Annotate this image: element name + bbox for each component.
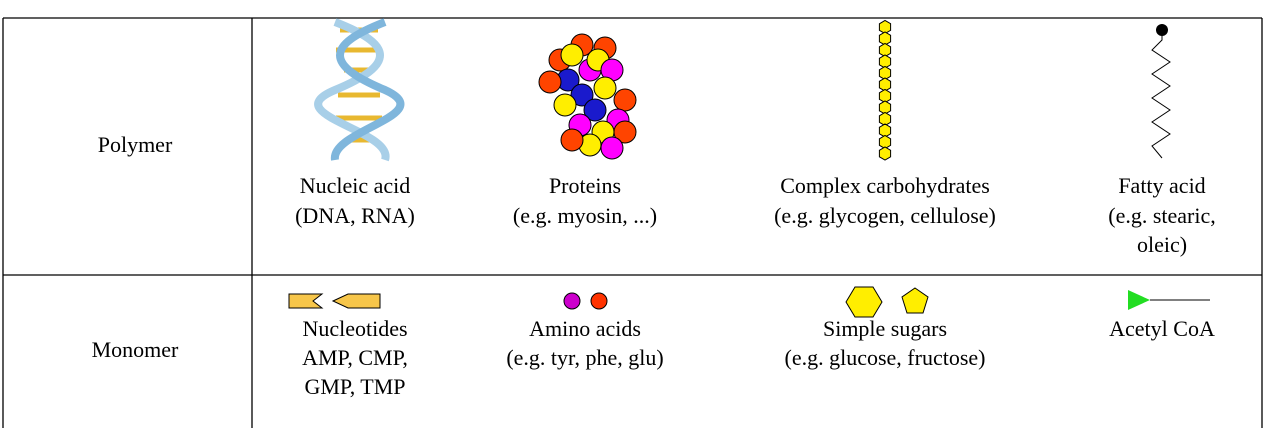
dna-icon — [318, 22, 400, 160]
row-label: Polymer — [98, 132, 173, 157]
sugar-icon — [846, 287, 928, 317]
cell-text: (DNA, RNA) — [295, 203, 415, 228]
cell-text: Nucleic acid — [300, 173, 411, 198]
sugar-unit — [879, 147, 890, 160]
cell-text: (e.g. glucose, fructose) — [785, 345, 986, 370]
cell-text: Complex carbohydrates — [780, 173, 990, 198]
cell-text: (e.g. glycogen, cellulose) — [774, 203, 996, 228]
cell-text: Proteins — [549, 173, 621, 198]
nucleotide-icon — [289, 294, 380, 308]
cell-text: oleic) — [1137, 232, 1187, 257]
cell-text: Fatty acid — [1118, 173, 1205, 198]
carbohydrate-icon — [879, 21, 890, 161]
row-label: Monomer — [92, 337, 179, 362]
cell-text: (e.g. stearic, — [1108, 203, 1216, 228]
fatty-acid-icon — [1152, 24, 1170, 158]
table-text: Polymer Nucleic acid (DNA, RNA) Proteins (e.… — [92, 132, 1216, 399]
protein-icon — [539, 34, 636, 159]
cell-text: GMP, TMP — [304, 374, 405, 399]
cell-text: Amino acids — [529, 316, 641, 341]
acetyl-coa-icon — [1128, 290, 1210, 310]
cell-text: Nucleotides — [302, 316, 407, 341]
cell-text: Simple sugars — [823, 316, 947, 341]
cell-text: (e.g. tyr, phe, glu) — [506, 345, 663, 370]
table-page: Polymer Nucleic acid (DNA, RNA) Proteins (e.… — [0, 0, 1271, 428]
cell-text: (e.g. myosin, ...) — [513, 203, 657, 228]
cell-text: Acetyl CoA — [1109, 316, 1215, 341]
amino-acid-icon — [564, 293, 607, 309]
cell-text: AMP, CMP, — [302, 345, 408, 370]
